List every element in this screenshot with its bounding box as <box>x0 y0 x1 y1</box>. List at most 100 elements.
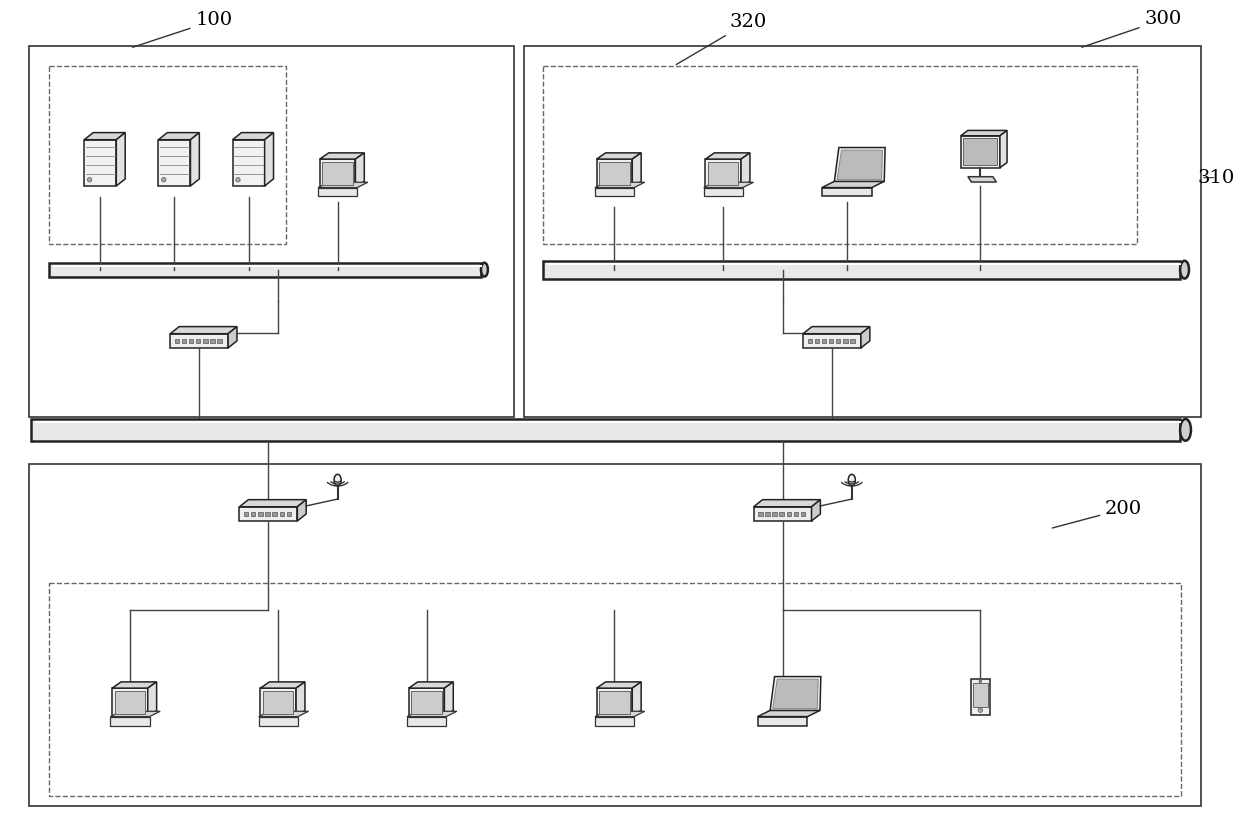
Ellipse shape <box>1180 260 1189 279</box>
Polygon shape <box>409 688 444 716</box>
Polygon shape <box>595 187 634 196</box>
Bar <box>175 339 179 343</box>
Bar <box>801 512 805 516</box>
Polygon shape <box>632 682 641 716</box>
Bar <box>279 512 284 516</box>
Polygon shape <box>356 153 365 187</box>
Polygon shape <box>170 334 228 348</box>
Ellipse shape <box>334 474 341 486</box>
Polygon shape <box>320 153 365 159</box>
Polygon shape <box>706 159 742 187</box>
Polygon shape <box>296 682 305 716</box>
Polygon shape <box>742 153 750 187</box>
Bar <box>758 512 763 516</box>
Polygon shape <box>317 187 357 196</box>
Text: 200: 200 <box>1053 500 1142 528</box>
Polygon shape <box>596 682 641 688</box>
Polygon shape <box>148 682 156 716</box>
Bar <box>773 512 776 516</box>
Circle shape <box>980 680 982 682</box>
Bar <box>543 66 1137 244</box>
Polygon shape <box>708 161 738 185</box>
Bar <box>265 512 270 516</box>
Polygon shape <box>599 161 630 185</box>
Polygon shape <box>822 181 884 187</box>
Polygon shape <box>804 327 869 334</box>
Polygon shape <box>837 151 883 180</box>
Bar <box>273 512 277 516</box>
Bar <box>973 683 988 706</box>
Polygon shape <box>961 131 1007 136</box>
Polygon shape <box>412 691 441 714</box>
Polygon shape <box>599 691 630 714</box>
Bar <box>286 512 291 516</box>
Polygon shape <box>322 161 352 185</box>
Polygon shape <box>595 182 645 187</box>
Bar <box>836 339 841 343</box>
Text: 300: 300 <box>1081 11 1182 47</box>
Polygon shape <box>191 132 200 186</box>
Polygon shape <box>811 500 821 521</box>
Polygon shape <box>298 500 306 521</box>
Polygon shape <box>770 676 821 711</box>
Polygon shape <box>961 136 999 168</box>
Polygon shape <box>963 138 997 165</box>
Polygon shape <box>239 500 306 507</box>
Polygon shape <box>773 679 818 709</box>
Text: 310: 310 <box>1198 169 1235 186</box>
Bar <box>217 339 222 343</box>
Bar <box>543 260 1180 279</box>
Bar <box>29 464 1200 805</box>
Ellipse shape <box>848 474 856 486</box>
Bar <box>48 583 1180 795</box>
Polygon shape <box>239 507 298 521</box>
Polygon shape <box>968 176 997 182</box>
Polygon shape <box>260 682 305 688</box>
Bar <box>182 339 186 343</box>
Polygon shape <box>754 500 821 507</box>
Bar <box>822 339 826 343</box>
Bar <box>258 512 263 516</box>
Polygon shape <box>407 716 446 726</box>
Polygon shape <box>112 688 148 716</box>
Polygon shape <box>407 711 456 716</box>
Polygon shape <box>595 716 634 726</box>
Polygon shape <box>170 327 237 334</box>
Bar <box>523 46 1200 417</box>
Polygon shape <box>595 711 645 716</box>
Polygon shape <box>596 688 632 716</box>
Polygon shape <box>758 711 820 716</box>
Ellipse shape <box>1180 419 1190 441</box>
Bar <box>196 339 201 343</box>
Bar <box>807 339 812 343</box>
Circle shape <box>978 708 982 712</box>
Polygon shape <box>861 327 869 348</box>
Polygon shape <box>320 159 356 187</box>
Polygon shape <box>596 153 641 159</box>
Polygon shape <box>804 334 861 348</box>
Bar <box>203 339 207 343</box>
Polygon shape <box>110 716 150 726</box>
Bar <box>211 339 215 343</box>
Polygon shape <box>233 132 274 140</box>
Polygon shape <box>822 187 872 196</box>
Polygon shape <box>754 507 811 521</box>
Polygon shape <box>263 691 294 714</box>
Circle shape <box>236 177 241 182</box>
Polygon shape <box>409 682 454 688</box>
Circle shape <box>87 177 92 182</box>
Polygon shape <box>596 159 632 187</box>
Bar <box>765 512 770 516</box>
Polygon shape <box>110 711 160 716</box>
Polygon shape <box>233 140 264 186</box>
Bar <box>244 512 248 516</box>
Polygon shape <box>706 153 750 159</box>
Polygon shape <box>112 682 156 688</box>
Polygon shape <box>703 182 754 187</box>
Polygon shape <box>115 691 145 714</box>
Bar <box>29 46 513 417</box>
Bar <box>48 263 481 276</box>
Circle shape <box>161 177 166 182</box>
Bar <box>48 66 286 244</box>
Polygon shape <box>259 716 298 726</box>
